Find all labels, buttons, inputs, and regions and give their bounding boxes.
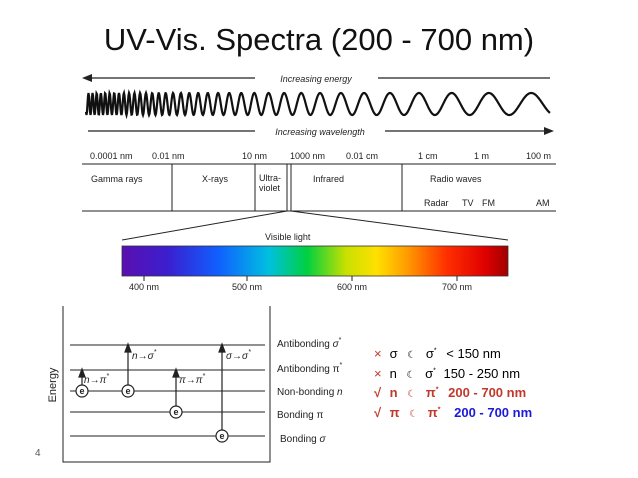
radio-band: AM	[536, 198, 550, 208]
electron-icon	[121, 384, 135, 398]
region-table	[82, 163, 556, 241]
level-label-bonding-pi: Bonding π	[277, 410, 323, 421]
visible-tick: 700 nm	[442, 282, 472, 292]
transition-label-pi-pi: π→π*	[179, 373, 205, 386]
transition-label-n-sigma: n→σ*	[132, 349, 157, 362]
level-label-nonbonding: Non-bonding n	[277, 387, 343, 398]
page-title: UV-Vis. Spectra (200 - 700 nm)	[103, 22, 535, 57]
scale-label: 0.01 nm	[152, 151, 185, 161]
scale-label: 0.01 cm	[346, 151, 378, 161]
region-infrared: Infrared	[313, 174, 344, 184]
radio-band: TV	[462, 198, 474, 208]
region-ultraviolet: Ultra-	[259, 173, 281, 183]
region-ultraviolet: violet	[259, 183, 281, 193]
region-gamma-rays: Gamma rays	[91, 174, 143, 184]
page-number: 4	[35, 448, 41, 459]
visible-tick: 600 nm	[337, 282, 367, 292]
visible-tick: 400 nm	[129, 282, 159, 292]
scale-label: 0.0001 nm	[90, 151, 133, 161]
transition-row: × n ☾ σ* 150 - 250 nm	[374, 366, 521, 381]
scale-label: 10 nm	[242, 151, 267, 161]
transition-row: × σ ☾ σ* < 150 nm	[374, 346, 501, 361]
transition-row: √ π ☾ π* 200 - 700 nm	[374, 405, 533, 420]
increasing-energy-arrow: Increasing energy	[82, 74, 550, 84]
svg-text:e: e	[219, 431, 224, 441]
transition-label-n-pi: n→π*	[84, 373, 109, 386]
increasing-energy-label: Increasing energy	[280, 74, 352, 84]
visible-tick: 500 nm	[232, 282, 262, 292]
svg-text:e: e	[125, 386, 130, 396]
electron-icon	[75, 384, 89, 398]
level-label-bonding-sigma: Bonding σ	[280, 434, 326, 445]
increasing-wavelength-arrow: Increasing wavelength	[88, 127, 554, 137]
electron-icon	[169, 405, 183, 419]
svg-text:e: e	[79, 386, 84, 396]
wave-icon	[84, 88, 551, 120]
radio-band: FM	[482, 198, 495, 208]
transition-label-sigma-sigma: σ→σ*	[226, 349, 251, 362]
scale-label: 100 m	[526, 151, 551, 161]
radio-band: Radar	[424, 198, 449, 208]
electron-icon	[215, 429, 229, 443]
scale-label: 1 cm	[418, 151, 438, 161]
energy-axis-label: Energy	[47, 367, 59, 402]
scale-label: 1 m	[474, 151, 489, 161]
increasing-wavelength-label: Increasing wavelength	[275, 127, 365, 137]
visible-light-label: Visible light	[265, 232, 311, 242]
transition-row: √ n ☾ π* 200 - 700 nm	[374, 385, 527, 400]
svg-text:e: e	[173, 407, 178, 417]
region-x-rays: X-rays	[202, 174, 229, 184]
region-radio-waves: Radio waves	[430, 174, 482, 184]
visible-spectrum-bar	[121, 245, 509, 277]
level-label-antibonding-pi: Antibonding π*	[277, 362, 343, 375]
scale-label: 1000 nm	[290, 151, 325, 161]
energy-level-diagram: Energy e e e e	[47, 306, 343, 463]
level-label-antibonding-sigma: Antibonding σ*	[277, 337, 342, 350]
